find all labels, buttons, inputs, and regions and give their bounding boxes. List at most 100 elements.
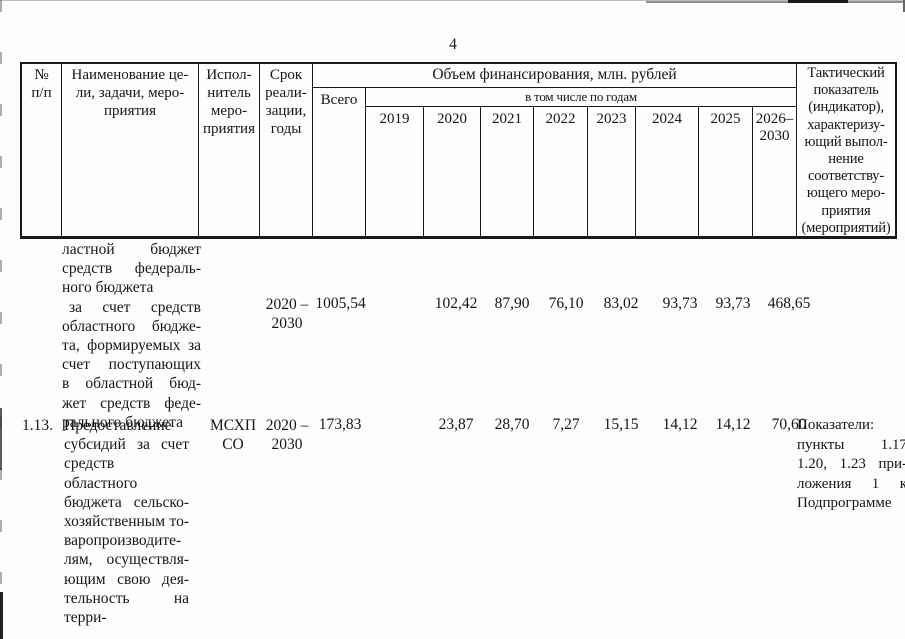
header-cell-executor: Испол- нитель меро- приятия [199, 64, 260, 236]
cell-line: за счет средств [69, 298, 201, 316]
header-cell-total: Всего [313, 88, 366, 236]
value-2023: 83,02 [603, 295, 639, 312]
cell-line: Предоставление [64, 417, 172, 434]
cell-line: в областной бюд- [62, 375, 201, 393]
value-2025: 93,73 [715, 295, 751, 312]
value-2026-2030: 70,60 [771, 416, 807, 433]
value-total: 1005,54 [315, 295, 366, 312]
value-2021: 28,70 [494, 416, 530, 433]
cell-line: жет средств феде- [62, 394, 201, 412]
header-line: годы [270, 121, 302, 137]
scan-artifact [903, 0, 905, 12]
value-2022: 76,10 [548, 295, 584, 312]
term-cell: 2020 – 2030 [261, 416, 313, 454]
header-line: соответству- [807, 168, 885, 185]
cell-line: пункты 1.17 [797, 436, 905, 453]
indicator-cell: Показатели: пункты 1.17 1.20, 1.23 при- … [797, 416, 905, 514]
header-line: Тактический [807, 65, 885, 81]
value-2022: 7,27 [552, 416, 580, 433]
cell-line: та, формируемых за [62, 337, 201, 355]
header-line: нитель [207, 85, 251, 101]
value-2020: 23,87 [438, 416, 474, 433]
scan-artifact [0, 592, 3, 639]
cell-line: 1.20, 1.23 при- [797, 456, 905, 473]
cell-line: средств федераль- [62, 260, 201, 278]
header-cell-year-2024: 2024 [636, 107, 699, 236]
header-cell-year-2022: 2022 [534, 107, 588, 236]
header-line: № [34, 67, 49, 83]
header-cell-num: № п/п [22, 64, 62, 236]
header-group-years: в том числе по годам 2019 2020 2021 2022… [366, 88, 796, 236]
page-number: 4 [449, 36, 457, 53]
header-group-funding-bottom: Всего в том числе по годам 2019 2020 202… [313, 88, 796, 236]
header-cell-year-2020: 2020 [424, 107, 481, 236]
header-line: ли, задачи, меро- [75, 85, 185, 101]
cell-line: Подпрограмме [797, 495, 892, 512]
table-row-1-13-name: Предоставление субсидий за счет средств … [64, 416, 189, 627]
row-number: 1.13. [22, 417, 53, 434]
cell-line: лям, осуществля- [64, 551, 189, 569]
cell-line: субсидий за счет [64, 436, 189, 454]
header-line: 2026– [755, 111, 794, 127]
cell-line: Показатели: [797, 417, 875, 433]
header-cell-year-2019: 2019 [366, 107, 424, 236]
cell-line: средств областного [64, 455, 138, 492]
header-cell-year-2021: 2021 [481, 107, 534, 236]
cell-line: хозяйственным то- [64, 513, 189, 531]
financing-table-header: № п/п Наименование це- ли, задачи, меро-… [20, 62, 897, 239]
header-line: приятия [203, 121, 255, 137]
header-cell-name: Наименование це- ли, задачи, меро- прият… [62, 64, 199, 236]
header-cell-year-2026-2030: 2026– 2030 [753, 107, 796, 236]
header-line: меро- [210, 103, 248, 119]
scan-artifact [788, 0, 848, 3]
header-line: Испол- [206, 67, 252, 83]
header-line: реали- [265, 85, 307, 101]
cell-line: ложения 1 к [797, 475, 905, 492]
value-2023: 15,15 [603, 416, 639, 433]
cell-line: 2030 [271, 436, 303, 454]
cell-line: ластной бюджет [62, 241, 201, 258]
header-line: п/п [31, 85, 52, 101]
scan-artifact [0, 0, 905, 1]
value-2025: 14,12 [715, 416, 751, 433]
cell-line: МСХП [209, 417, 257, 434]
cell-line: областного бюдже- [62, 317, 201, 335]
cell-line: рального бюджета [62, 413, 184, 431]
term-cell: 2020 – 2030 [261, 295, 313, 333]
header-line: приятия [104, 103, 156, 119]
cell-line: 2020 – [265, 417, 309, 434]
header-cell-indicator: Тактический показатель (индикатор), хара… [797, 64, 895, 236]
header-line: ющий выпол- [804, 133, 888, 150]
header-cell-term: Срок реали- зации, годы [260, 64, 313, 236]
header-cell-year-2025: 2025 [699, 107, 753, 236]
cell-line: варопроизводите- [64, 532, 182, 550]
header-line: характеризу- [807, 116, 885, 133]
header-cell-by-years: в том числе по годам [366, 88, 796, 107]
scan-artifact [0, 0, 2, 639]
cell-line: СО [222, 436, 244, 454]
cell-line: 2020 – [265, 296, 309, 313]
cell-line: тельность на терри- [64, 589, 189, 627]
value-2021: 87,90 [494, 295, 530, 312]
header-line: (мероприятий) [801, 219, 891, 236]
header-line: ющего меро- [806, 185, 886, 202]
table-row-continuation-name: ластной бюджет средств федераль- ного бю… [62, 240, 201, 432]
header-line: Срок [269, 67, 303, 83]
scan-artifact [0, 408, 2, 470]
value-2020: 102,42 [434, 295, 478, 312]
header-line: приятия [821, 202, 871, 219]
cell-line: счет поступающих [62, 356, 201, 374]
header-line: показатель [813, 82, 879, 99]
header-cell-year-2023: 2023 [588, 107, 636, 236]
cell-line: бюджета сельско- [64, 493, 189, 511]
executor-cell: МСХП СО [203, 416, 263, 454]
cell-line: 2030 [271, 315, 303, 333]
value-2024: 93,73 [662, 295, 698, 312]
value-total: 173,83 [318, 416, 362, 433]
header-line: Наименование це- [71, 67, 189, 83]
scan-artifact [646, 1, 905, 3]
value-2026-2030: 468,65 [767, 295, 811, 312]
header-line: (индикатор), [808, 99, 884, 116]
header-group-funding: Объем финансирования, млн. рублей Всего … [313, 64, 797, 236]
